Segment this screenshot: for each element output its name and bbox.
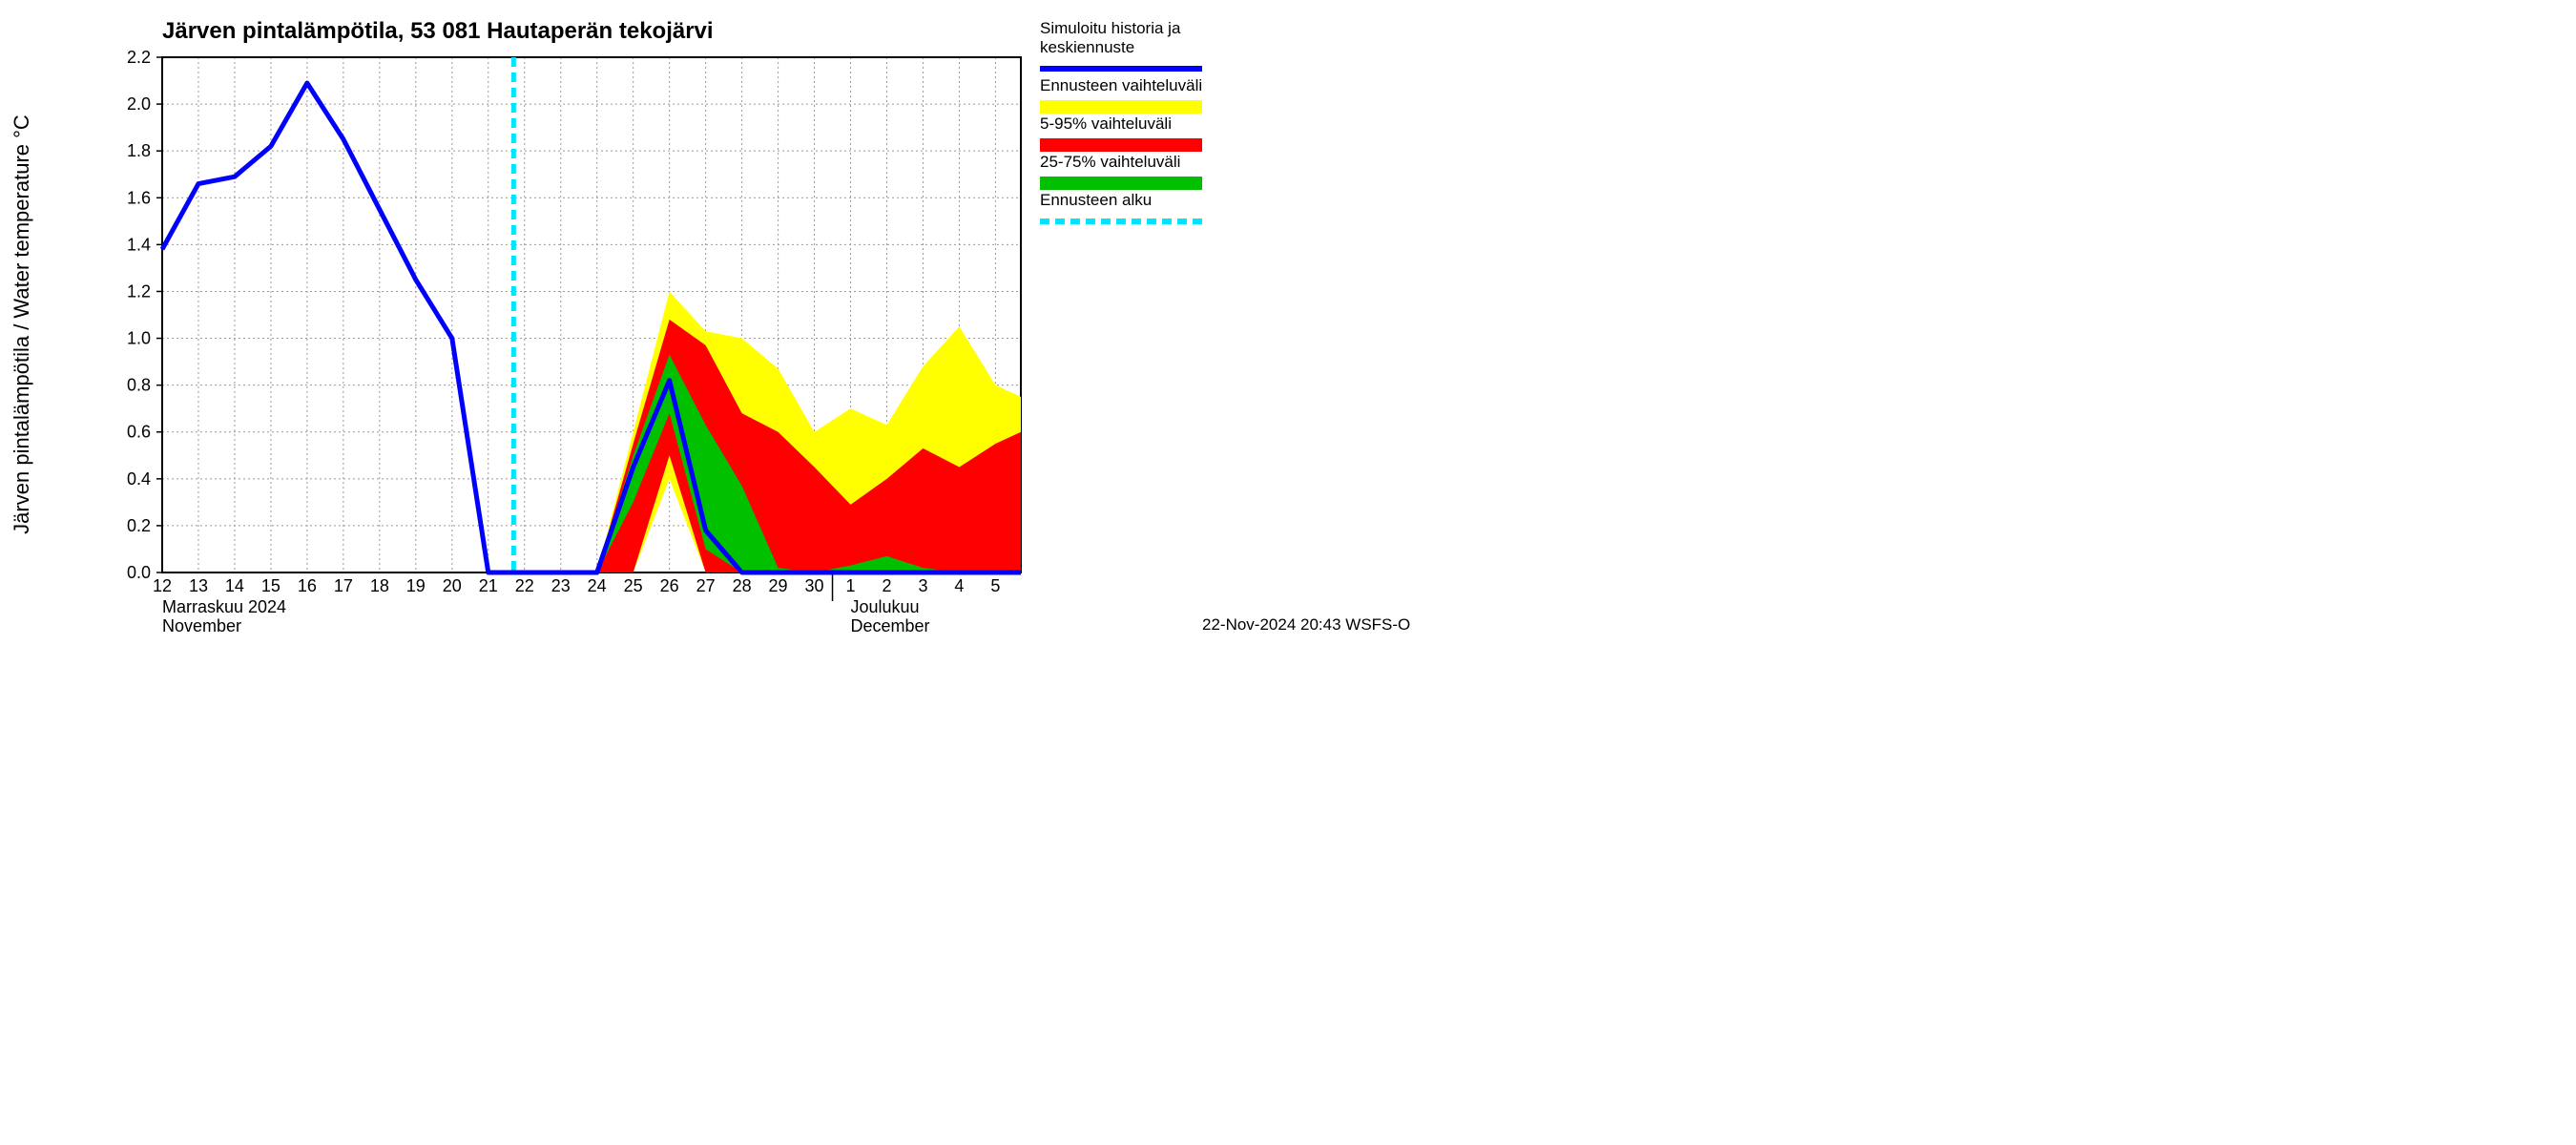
svg-text:13: 13 (189, 576, 208, 595)
footer-timestamp: 22-Nov-2024 20:43 WSFS-O (1202, 615, 1410, 634)
svg-text:24: 24 (588, 576, 607, 595)
svg-text:26: 26 (660, 576, 679, 595)
legend-label-0: Simuloitu historia ja (1040, 19, 1181, 37)
svg-text:19: 19 (406, 576, 426, 595)
svg-text:20: 20 (443, 576, 462, 595)
legend-label-3: 25-75% vaihteluväli (1040, 153, 1180, 171)
svg-text:1.0: 1.0 (127, 329, 151, 348)
svg-text:1.6: 1.6 (127, 188, 151, 207)
svg-text:14: 14 (225, 576, 244, 595)
legend-label-1: Ennusteen vaihteluväli (1040, 76, 1202, 94)
y-axis-label: Järven pintalämpötila / Water temperatur… (10, 114, 33, 534)
svg-text:22: 22 (515, 576, 534, 595)
svg-text:5: 5 (990, 576, 1000, 595)
legend-label-4: Ennusteen alku (1040, 191, 1152, 209)
legend-swatch-1 (1040, 100, 1202, 114)
legend-label-0: keskiennuste (1040, 38, 1134, 56)
svg-text:4: 4 (954, 576, 964, 595)
svg-text:2: 2 (882, 576, 891, 595)
svg-text:1.8: 1.8 (127, 141, 151, 160)
svg-text:21: 21 (479, 576, 498, 595)
month-dec-fi: Joulukuu (851, 597, 920, 616)
month-nov-fi: Marraskuu 2024 (162, 597, 286, 616)
svg-text:0.6: 0.6 (127, 423, 151, 442)
svg-text:1.4: 1.4 (127, 235, 151, 254)
svg-text:16: 16 (298, 576, 317, 595)
month-nov-en: November (162, 616, 241, 635)
svg-text:29: 29 (769, 576, 788, 595)
chart-title: Järven pintalämpötila, 53 081 Hautaperän… (162, 18, 714, 44)
svg-text:0.8: 0.8 (127, 376, 151, 395)
svg-text:12: 12 (153, 576, 172, 595)
svg-text:3: 3 (918, 576, 927, 595)
svg-text:15: 15 (261, 576, 280, 595)
svg-text:30: 30 (805, 576, 824, 595)
svg-text:2.2: 2.2 (127, 48, 151, 67)
month-dec-en: December (851, 616, 930, 635)
svg-text:0.4: 0.4 (127, 469, 151, 489)
plot-area: 0.00.20.40.60.81.01.21.41.61.82.02.21213… (127, 48, 1021, 601)
svg-text:25: 25 (624, 576, 643, 595)
svg-text:0.0: 0.0 (127, 563, 151, 582)
svg-text:18: 18 (370, 576, 389, 595)
svg-text:1: 1 (846, 576, 856, 595)
svg-text:1.2: 1.2 (127, 281, 151, 301)
legend-label-2: 5-95% vaihteluväli (1040, 114, 1172, 133)
svg-text:2.0: 2.0 (127, 94, 151, 114)
svg-text:28: 28 (733, 576, 752, 595)
legend-swatch-3 (1040, 177, 1202, 190)
svg-text:23: 23 (551, 576, 571, 595)
svg-text:17: 17 (334, 576, 353, 595)
svg-text:27: 27 (696, 576, 716, 595)
svg-text:0.2: 0.2 (127, 516, 151, 535)
legend-swatch-2 (1040, 138, 1202, 152)
